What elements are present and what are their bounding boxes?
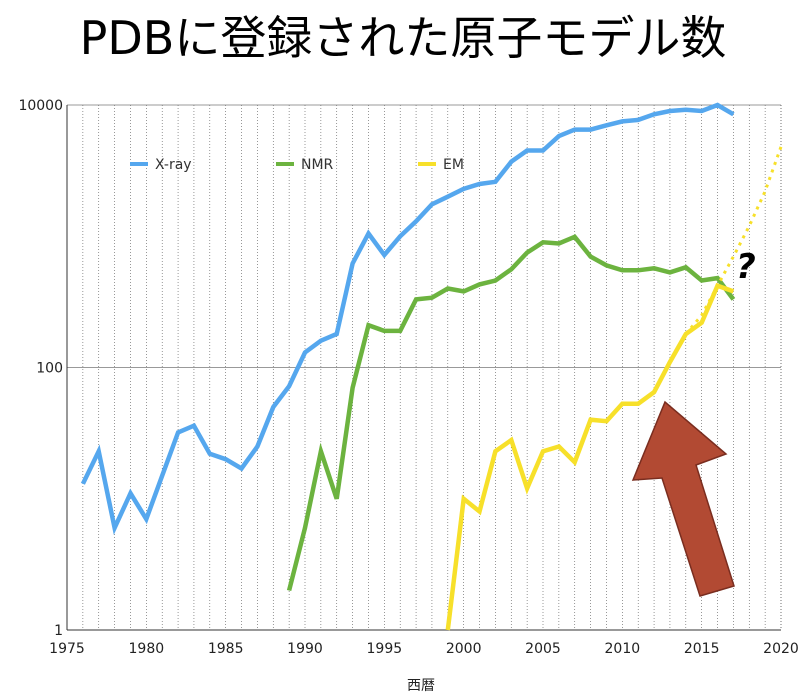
x-tick-label: 2000: [446, 641, 482, 657]
x-axis-label: 西暦: [407, 678, 435, 694]
arrow-annotation: [631, 400, 735, 597]
y-tick-label: 1: [54, 623, 63, 639]
y-tick-label: 100: [36, 361, 63, 377]
x-tick-label: 2015: [684, 641, 720, 657]
grid: [66, 104, 782, 631]
x-tick-label: 1975: [49, 641, 85, 657]
x-tick-label: 1980: [129, 641, 165, 657]
chart-title: PDBに登録された原子モデル数: [79, 11, 727, 65]
legend: X-ray NMR EM: [130, 157, 464, 173]
x-tick-label: 1990: [287, 641, 323, 657]
series-line-x-ray: [80, 102, 735, 536]
y-tick-label: 10000: [18, 98, 63, 114]
x-tick-label: 1995: [367, 641, 403, 657]
red-arrow-icon: [631, 400, 735, 597]
series-line-nmr: [286, 234, 736, 592]
x-tick-label: 2005: [525, 641, 561, 657]
series-line-extrapolation: [684, 146, 783, 335]
axes: 1 100 10000 1975 1980 1985 1990 1995 2000 2005 201…: [18, 98, 798, 657]
question-mark-annotation: ?: [736, 247, 756, 287]
x-tick-label: 2010: [605, 641, 641, 657]
x-tick-label: 2020: [763, 641, 799, 657]
legend-label-x-ray: X-ray: [155, 157, 192, 173]
series-lines: [80, 102, 783, 631]
legend-label-em: EM: [443, 157, 464, 173]
x-tick-label: 1985: [208, 641, 244, 657]
legend-label-nmr: NMR: [301, 157, 334, 173]
